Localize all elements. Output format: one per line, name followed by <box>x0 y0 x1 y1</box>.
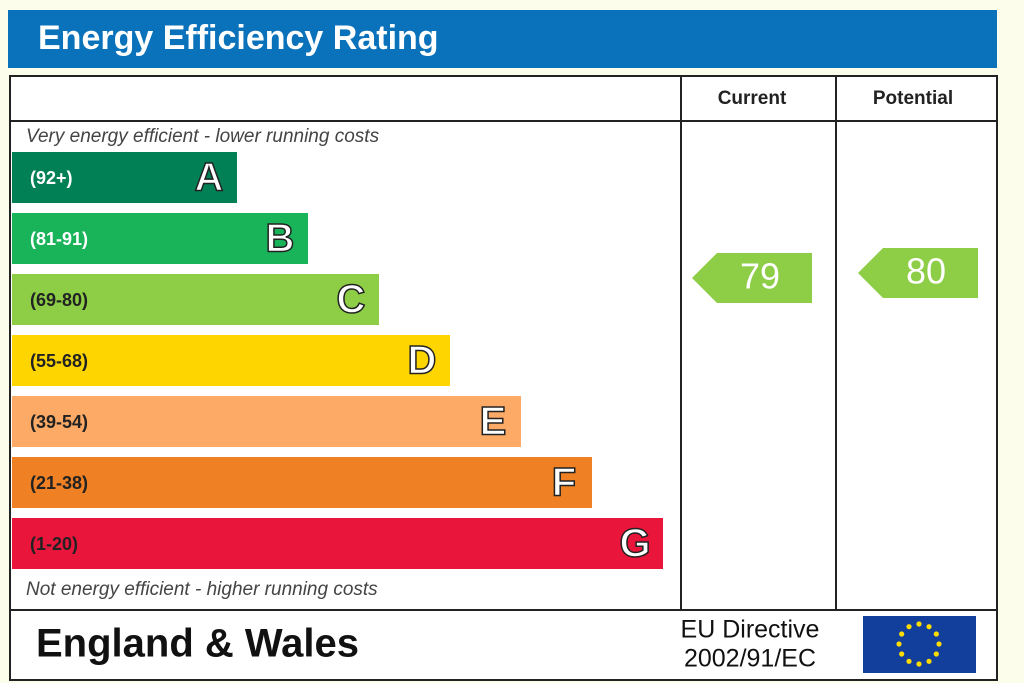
eu-star <box>899 631 905 637</box>
band-bar <box>12 396 521 447</box>
title: Energy Efficiency Rating <box>38 19 439 57</box>
current-arrow <box>692 253 812 303</box>
band-range: (21-38) <box>30 473 88 493</box>
band-range: (55-68) <box>30 351 88 371</box>
band-range: (69-80) <box>30 290 88 310</box>
band-range: (39-54) <box>30 412 88 432</box>
potential-arrow <box>858 248 978 298</box>
eu-star <box>906 658 912 664</box>
band-range: (1-20) <box>30 534 78 554</box>
band-letter: F <box>552 461 576 505</box>
band-bar <box>12 213 308 264</box>
eu-star <box>896 641 902 647</box>
band-bar <box>12 518 663 569</box>
eu-star <box>916 621 922 627</box>
eu-star <box>916 661 922 667</box>
band-bar <box>12 457 592 508</box>
band-bar <box>12 335 450 386</box>
column-header: Current <box>718 88 787 109</box>
eu-star <box>933 631 939 637</box>
region: England & Wales <box>36 622 359 666</box>
band-bar <box>12 152 237 203</box>
band-letter: C <box>337 278 366 322</box>
top-note: Very energy efficient - lower running co… <box>26 126 380 147</box>
band-letter: G <box>619 522 650 566</box>
eu-star <box>899 651 905 657</box>
band-range: (92+) <box>30 168 73 188</box>
column-header: Potential <box>873 88 953 109</box>
band-bar <box>12 274 379 325</box>
title-bar <box>8 10 997 68</box>
current-value: 79 <box>740 256 780 297</box>
eu-star <box>926 624 932 630</box>
band-letter: A <box>195 156 224 200</box>
potential-value: 80 <box>906 251 946 292</box>
eu-star <box>906 624 912 630</box>
eu-star <box>933 651 939 657</box>
directive-line: 2002/91/EC <box>684 645 816 673</box>
band-letter: B <box>266 217 295 261</box>
eu-star <box>936 641 942 647</box>
band-range: (81-91) <box>30 229 88 249</box>
band-letter: D <box>408 339 437 383</box>
eu-star <box>926 658 932 664</box>
directive-line: EU Directive <box>681 616 820 644</box>
band-letter: E <box>480 400 507 444</box>
bottom-note: Not energy efficient - higher running co… <box>26 579 378 600</box>
